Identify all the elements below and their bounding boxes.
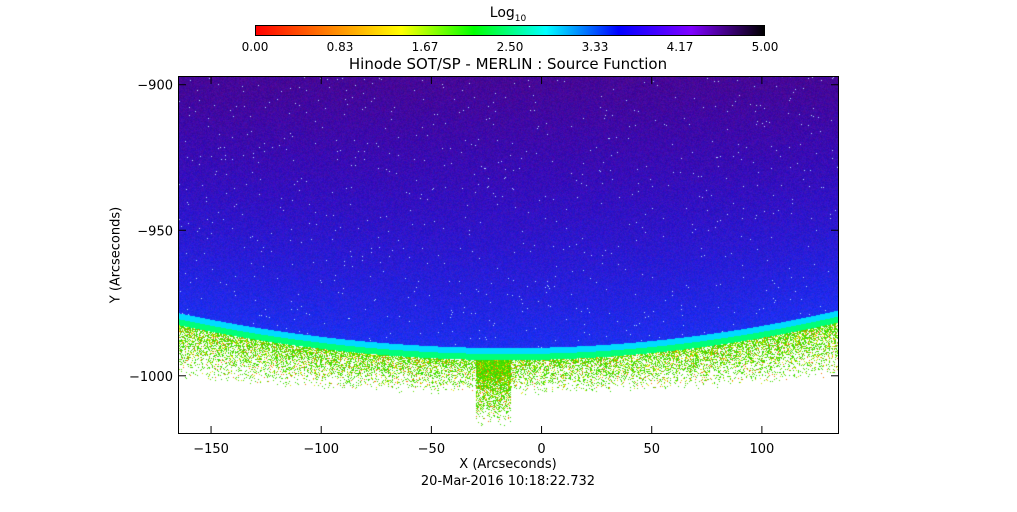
- x-tick-label: 100: [749, 442, 774, 457]
- colorbar-tick-label: 3.33: [581, 40, 609, 54]
- colorbar-tick-label: 0.00: [241, 40, 269, 54]
- colorbar-tick-label: 2.50: [496, 40, 524, 54]
- colorbar-label-sub: 10: [514, 13, 527, 24]
- x-tick-label: 50: [643, 442, 660, 457]
- y-tick-label: −1000: [129, 370, 173, 385]
- y-tick-label: −900: [137, 79, 173, 94]
- chart-title: Hinode SOT/SP - MERLIN : Source Function: [348, 55, 668, 73]
- x-tick-label: 0: [537, 442, 545, 457]
- timestamp: 20-Mar-2016 10:18:22.732: [420, 474, 596, 489]
- source-function-image: [178, 76, 839, 434]
- colorbar-tick-label: 0.83: [326, 40, 354, 54]
- y-tick-label: −950: [137, 224, 173, 239]
- colorbar-label: Log10: [490, 5, 526, 24]
- colorbar: [255, 25, 765, 36]
- colorbar-tick-label: 4.17: [666, 40, 694, 54]
- colorbar-tick-label: 5.00: [751, 40, 779, 54]
- y-axis-label: Y (Arcseconds): [108, 206, 124, 304]
- x-tick-label: −100: [303, 442, 339, 457]
- x-tick-label: −50: [418, 442, 445, 457]
- colorbar-tick-label: 1.67: [411, 40, 439, 54]
- colorbar-label-base: Log: [489, 5, 515, 21]
- x-axis-label: X (Arcseconds): [459, 457, 557, 472]
- x-tick-label: −150: [193, 442, 229, 457]
